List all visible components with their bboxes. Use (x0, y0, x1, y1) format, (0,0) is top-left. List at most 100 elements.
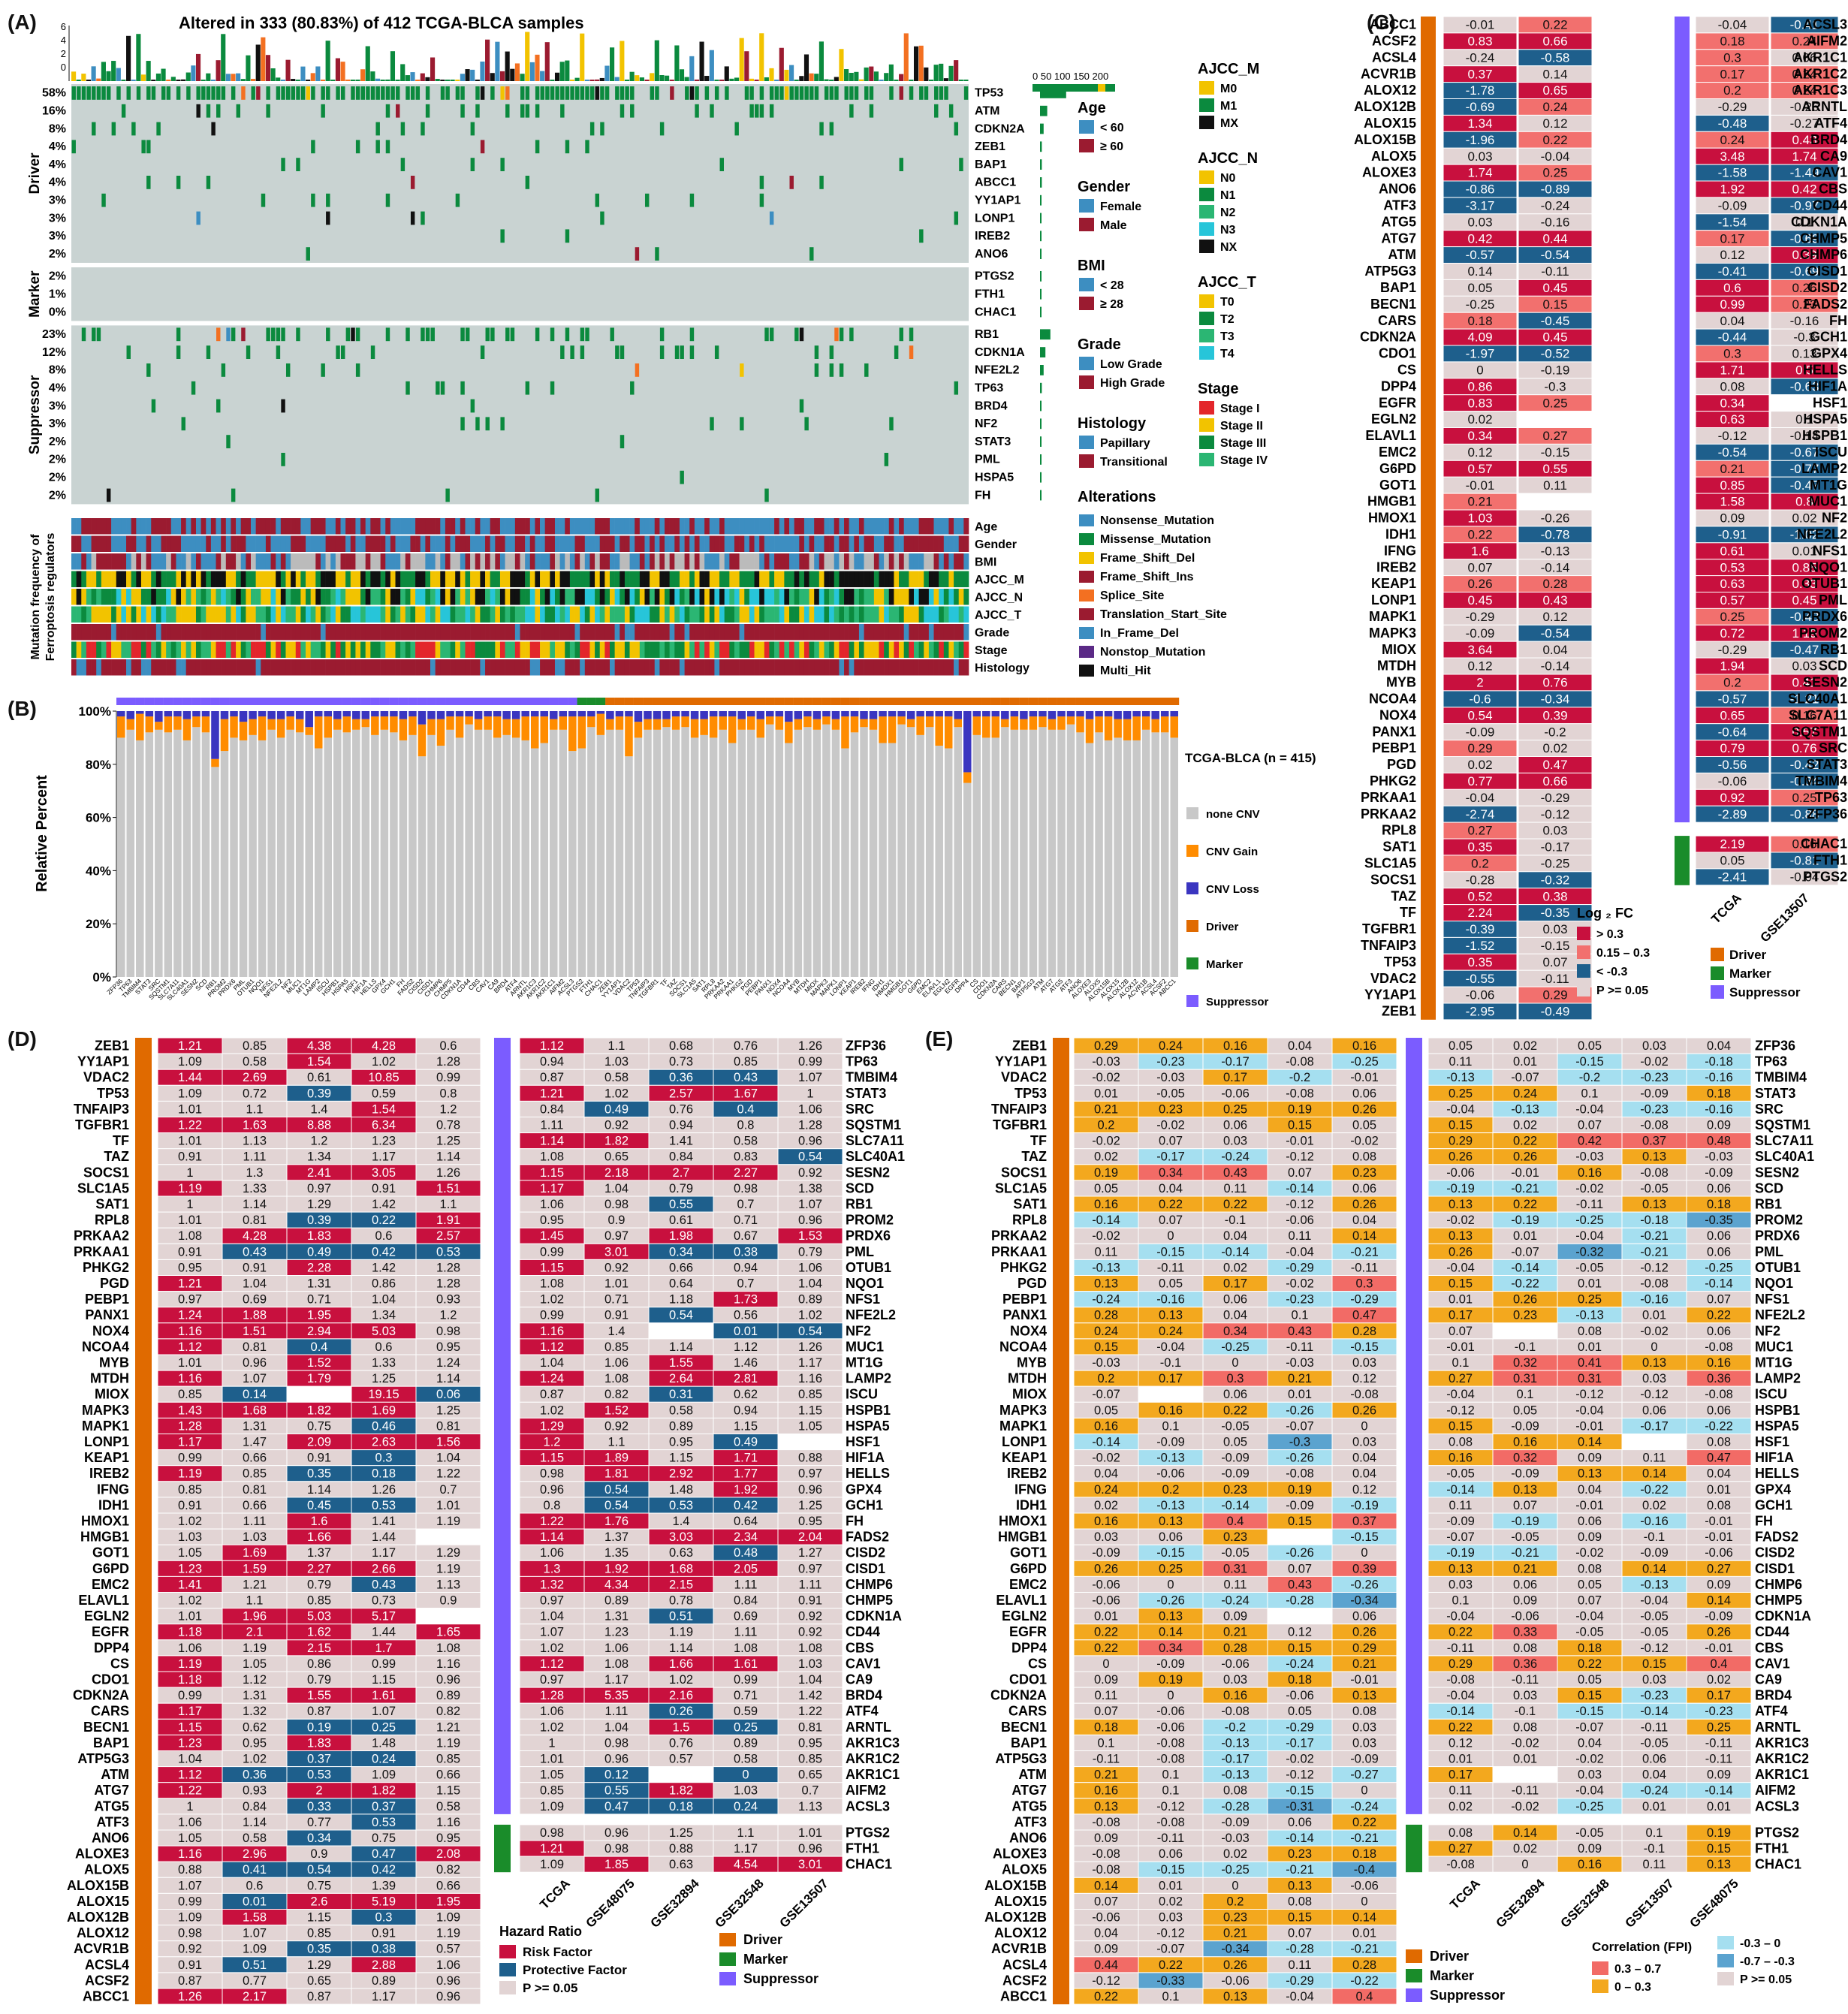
cnv-group-band (1019, 698, 1029, 705)
legend-swatch (1577, 945, 1590, 959)
heatmap-value: -1.96 (1466, 133, 1495, 147)
clinical-cell (450, 589, 456, 605)
clinical-cell (610, 535, 615, 552)
cnv-bar-none (436, 746, 445, 977)
cnv-group-band (614, 698, 625, 705)
clinical-cell (280, 606, 286, 623)
clinical-cell (495, 624, 501, 641)
clinical-cell (824, 518, 830, 535)
clinical-cell (291, 624, 297, 641)
cnv-bar-none (822, 724, 831, 977)
cnv-group-band (897, 698, 907, 705)
cnv-bar-loss (455, 711, 464, 717)
clinical-cell (231, 641, 237, 658)
clinical-cell (654, 571, 660, 587)
heatmap-value: 0.58 (669, 1403, 693, 1417)
clinical-cell (225, 518, 231, 535)
clinical-cell (191, 571, 197, 587)
clinical-cell (909, 589, 915, 605)
gene-label-right: ATF4 (846, 1704, 879, 1719)
cnv-bar-loss (164, 711, 173, 717)
clinical-cell (954, 624, 960, 641)
clinical-cell (873, 659, 879, 676)
heatmap-value: 1.11 (799, 1578, 822, 1591)
clinical-cell (410, 606, 416, 623)
clinical-cell (276, 535, 282, 552)
heatmap-value: 1.08 (604, 1657, 629, 1671)
clinical-cell (704, 641, 710, 658)
heatmap-value: 1.28 (436, 1277, 460, 1291)
tmb-bar (255, 44, 261, 81)
gene-label-right: SLC7A11 (846, 1133, 904, 1148)
clinical-cell (525, 535, 531, 552)
cnv-bar-gain (709, 716, 718, 738)
clinical-cell (126, 571, 131, 587)
clinical-cell (380, 606, 386, 623)
clinical-cell (650, 606, 656, 623)
heatmap-value: 0.58 (243, 1832, 267, 1845)
gene-label: EMC2 (92, 1577, 129, 1592)
heatmap-cell (1518, 493, 1593, 511)
mutation-cell (216, 399, 221, 413)
clinical-cell (789, 518, 794, 535)
clinical-cell (714, 624, 720, 641)
heatmap-value: 1.63 (243, 1119, 267, 1132)
clinical-cell (185, 518, 191, 535)
clinical-cell (410, 641, 416, 658)
clinical-cell (350, 553, 356, 570)
clinical-cell (400, 553, 406, 570)
cnv-bar-loss (860, 711, 868, 719)
cnv-bar-loss (465, 711, 473, 717)
heatmap-value: 1.18 (669, 1293, 693, 1307)
mutation-cell (560, 86, 565, 100)
heatmap-value: 0.97 (178, 1293, 202, 1307)
clinical-cell (460, 553, 466, 570)
tmb-bar (584, 80, 589, 81)
heatmap-value: 0.88 (669, 1842, 693, 1856)
clinical-cell (520, 553, 526, 570)
heatmap-value: 0.92 (798, 1610, 822, 1624)
heatmap-value: 1.52 (604, 1403, 629, 1417)
clinical-cell (629, 571, 635, 587)
clinical-cell (306, 659, 311, 676)
gene-label: CDO1 (1379, 346, 1416, 361)
clinical-cell (231, 659, 237, 676)
heatmap-value: 1.28 (436, 1055, 460, 1069)
tmb-bar (295, 80, 300, 81)
clinical-cell (495, 571, 501, 587)
cnv-group-band (990, 698, 1001, 705)
heatmap-value: 0.13 (1792, 347, 1816, 361)
gene-label: PHKG2 (83, 1260, 129, 1275)
mutation-cell (525, 381, 530, 395)
heatmap-value: 1.17 (798, 1356, 822, 1370)
clinical-cell (824, 659, 830, 676)
clinical-cell (111, 535, 117, 552)
mutation-cell (231, 327, 236, 342)
tmb-bar (739, 38, 744, 81)
legend-swatch (1199, 240, 1214, 253)
heatmap-value: 0.64 (669, 1277, 693, 1291)
gene-label: HMOX1 (1368, 511, 1416, 526)
heatmap-value: 0.21 (1467, 495, 1492, 509)
heatmap-value: -0.67 (1790, 445, 1819, 460)
heatmap-value: 0.38 (1542, 889, 1567, 903)
gene-label-right: AIFM2 (846, 1783, 886, 1798)
heatmap-value: 0.89 (604, 1594, 629, 1608)
heatmap-value: 0.81 (243, 1214, 267, 1227)
clinical-cell (610, 659, 615, 676)
clinical-cell (276, 641, 282, 658)
tmb-bar (744, 51, 749, 81)
clinical-cell (176, 624, 182, 641)
legend-label: T0 (1220, 296, 1235, 309)
gene-label-right: GPX4 (846, 1482, 882, 1497)
cnv-bar-none (1095, 732, 1103, 977)
clinical-cell (654, 659, 660, 676)
clinical-cell (939, 589, 945, 605)
legend-swatch (1199, 312, 1214, 325)
gene-label-right: AKR1C3 (846, 1735, 900, 1750)
legend-label: ≥ 28 (1100, 298, 1123, 311)
heatmap-value: 0.18 (669, 1800, 693, 1814)
heatmap-value: 0.17 (1720, 67, 1744, 81)
clinical-cell (280, 571, 286, 587)
clinical-cell (505, 535, 511, 552)
